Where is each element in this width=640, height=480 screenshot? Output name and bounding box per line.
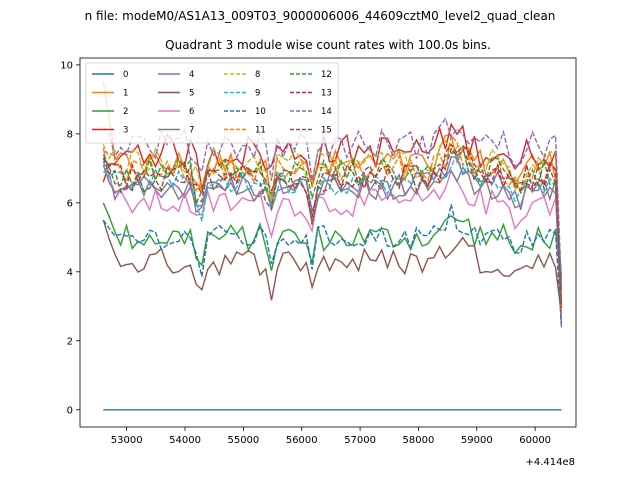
x-tick-label-6: 59000: [461, 435, 493, 446]
series-line-14: [102, 117, 563, 289]
legend-label-8: 8: [255, 70, 260, 80]
x-tick-label-7: 60000: [519, 435, 551, 446]
x-tick-label-3: 56000: [286, 435, 318, 446]
y-tick-label-2: 4: [67, 267, 73, 278]
legend-label-14: 14: [321, 107, 332, 117]
series-line-4: [103, 156, 563, 328]
series-line-8: [102, 139, 563, 285]
series-line-2: [102, 202, 563, 287]
x-offset-label: +4.414e8: [525, 457, 575, 468]
legend-label-10: 10: [255, 107, 266, 117]
legend-label-12: 12: [321, 70, 332, 80]
x-tick-label-4: 57000: [344, 435, 376, 446]
legend-label-13: 13: [321, 89, 332, 99]
plot-frame: [79, 57, 577, 428]
legend-label-9: 9: [255, 89, 260, 99]
series-line-10: [102, 204, 563, 325]
legend-label-2: 2: [123, 107, 128, 117]
series-line-5: [102, 219, 563, 315]
legend-label-7: 7: [189, 126, 194, 136]
legend-label-6: 6: [189, 107, 194, 117]
legend-label-1: 1: [123, 89, 128, 99]
x-tick-label-1: 54000: [169, 435, 201, 446]
y-tick-label-3: 6: [67, 198, 73, 209]
y-tick-label-5: 10: [60, 60, 73, 71]
legend-label-3: 3: [123, 126, 128, 136]
legend-label-0: 0: [123, 70, 128, 80]
y-tick-label-1: 2: [67, 336, 73, 347]
x-tick-label-5: 58000: [403, 435, 435, 446]
y-tick-label-4: 8: [67, 129, 73, 140]
legend-label-11: 11: [255, 126, 266, 136]
series-line-15: [102, 147, 563, 303]
chart-title: Quadrant 3 module wise count rates with …: [165, 38, 491, 52]
legend-box: [85, 62, 339, 144]
legend-label-5: 5: [189, 89, 194, 99]
legend-label-4: 4: [189, 70, 194, 80]
series-line-6: [102, 147, 563, 281]
series-line-13: [102, 143, 563, 308]
series-line-11: [103, 133, 563, 314]
legend-label-15: 15: [321, 126, 332, 136]
y-tick-label-0: 0: [67, 405, 73, 416]
plot-area: 53000 54000 55000 56000 57000 58000 59000 60000…: [60, 57, 577, 446]
figure-suptitle: n file: modeM0/AS1A13_009T03_9000006006_…: [85, 9, 556, 23]
series-group: [102, 81, 563, 411]
x-tick-label-0: 53000: [111, 435, 143, 446]
x-tick-label-2: 55000: [227, 435, 259, 446]
